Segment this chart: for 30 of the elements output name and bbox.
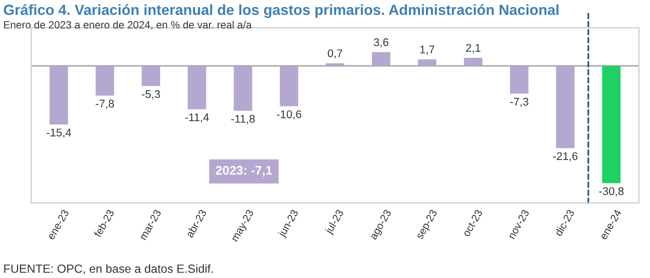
- data-label: -11,4: [185, 113, 209, 123]
- bar: [50, 66, 68, 125]
- data-label: -7,8: [96, 100, 114, 109]
- bar: [510, 66, 528, 94]
- data-label: -5,3: [142, 90, 160, 100]
- bar: [326, 63, 344, 66]
- data-label: -7,3: [510, 98, 528, 107]
- bar: [280, 66, 298, 106]
- bar: [234, 66, 252, 111]
- bar: [96, 66, 114, 96]
- data-label: 1,7: [420, 46, 434, 55]
- bar: [556, 66, 574, 148]
- data-label: -30,8: [599, 187, 624, 196]
- data-label: 3,6: [374, 38, 388, 48]
- data-label: -10,6: [276, 110, 302, 120]
- data-label: 0,7: [328, 49, 342, 59]
- bar: [372, 52, 390, 66]
- bar: [418, 59, 436, 66]
- annotation: 2023: -7,1: [216, 166, 272, 177]
- bar: [142, 66, 160, 86]
- data-label: -11,8: [231, 114, 255, 124]
- chart-title: Gráfico 4. Variación interanual de los gastos primarios. Administración Nacional: [4, 4, 558, 18]
- bar: [188, 66, 206, 110]
- chart-subtitle: Enero de 2023 a enero de 2024, en % de var. real a/a: [4, 20, 252, 30]
- bar: [464, 58, 482, 66]
- data-label: -21,6: [553, 152, 578, 162]
- bar: [602, 66, 621, 184]
- source-note: FUENTE: OPC, en base a datos E.Sidif.: [4, 264, 213, 274]
- data-label: -15,4: [46, 128, 72, 138]
- data-label: 2,1: [466, 44, 480, 54]
